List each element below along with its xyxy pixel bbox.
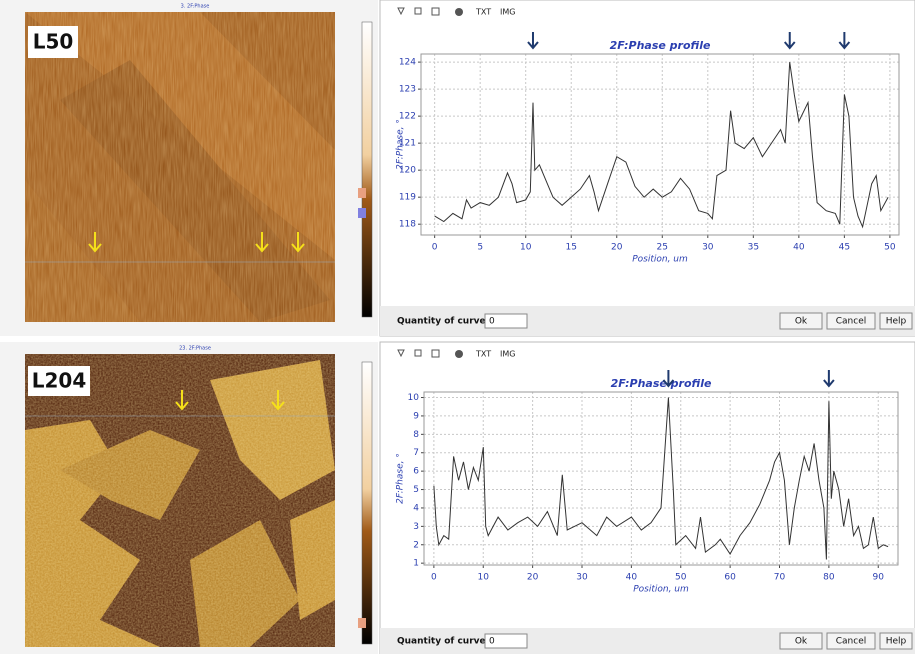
x-tick-label: 40 [626, 573, 638, 583]
toolbar-button[interactable]: TXT [475, 8, 491, 17]
y-tick-label: 6 [413, 467, 419, 477]
settings-icon[interactable] [455, 350, 463, 358]
quantity-value: 0 [489, 637, 495, 647]
x-tick-label: 45 [839, 243, 850, 253]
y-tick-label: 5 [413, 485, 419, 495]
x-axis-label: Position, um [632, 255, 688, 265]
y-tick-label: 8 [413, 430, 419, 440]
x-tick-label: 25 [657, 243, 668, 253]
x-tick-label: 35 [748, 243, 759, 253]
y-tick-label: 4 [413, 503, 419, 513]
y-tick-label: 123 [399, 85, 416, 95]
colorbar-marker [358, 208, 366, 218]
colorbar-marker [358, 188, 366, 198]
afm-panel-bottom: 23. 2F:Phase L204 [0, 342, 378, 654]
chart-title: 2F:Phase profile [611, 377, 712, 390]
colorbar [362, 362, 372, 644]
colorbar [362, 22, 372, 317]
quantity-label: Quantity of curves [397, 637, 491, 647]
x-tick-label: 20 [611, 243, 623, 253]
x-axis-label: Position, um [633, 585, 689, 595]
afm-texture [25, 12, 335, 322]
y-tick-label: 2 [413, 540, 419, 550]
y-tick-label: 9 [413, 411, 419, 421]
colorbar-marker [358, 618, 366, 628]
x-tick-label: 0 [431, 573, 437, 583]
button-label[interactable]: Ok [795, 317, 808, 327]
x-tick-label: 15 [566, 243, 577, 253]
y-tick-label: 119 [399, 193, 416, 203]
afm-texture [25, 354, 335, 647]
sample-label: L204 [32, 369, 87, 393]
x-tick-label: 50 [884, 243, 896, 253]
toolbar-button[interactable]: TXT [475, 350, 491, 359]
image-title: 23. 2F:Phase [179, 346, 211, 352]
y-tick-label: 1 [413, 559, 419, 569]
profile-window: TXT IMG 2F:Phase profile 1 2 3 4 5 6 7 8 9 10 0 10 20 30… [380, 342, 915, 654]
image-title: 3. 2F:Phase [181, 4, 210, 10]
y-axis-label: 2F:Phase, ° [396, 119, 406, 170]
sample-label: L50 [33, 30, 74, 54]
button-label[interactable]: Cancel [836, 637, 867, 647]
y-tick-label: 3 [413, 522, 419, 532]
x-tick-label: 30 [702, 243, 714, 253]
button-label[interactable]: Cancel [836, 317, 867, 327]
settings-icon[interactable] [455, 8, 463, 16]
toolbar-button[interactable]: IMG [500, 8, 515, 17]
button-label[interactable]: Help [886, 317, 907, 327]
x-tick-label: 80 [823, 573, 835, 583]
x-tick-label: 50 [675, 573, 687, 583]
x-tick-label: 5 [477, 243, 483, 253]
x-tick-label: 40 [793, 243, 805, 253]
toolbar-button[interactable]: IMG [500, 350, 515, 359]
y-tick-label: 7 [413, 448, 419, 458]
chart-title: 2F:Phase profile [610, 39, 711, 52]
x-tick-label: 70 [774, 573, 786, 583]
y-tick-label: 124 [399, 58, 416, 68]
button-label[interactable]: Ok [795, 637, 808, 647]
screenshot: 3. 2F:Phase L50 23. 2F:Phase L204 TXTIMG… [0, 0, 915, 654]
y-axis-label: 2F:Phase, ° [396, 453, 406, 504]
x-tick-label: 10 [520, 243, 532, 253]
x-tick-label: 20 [527, 573, 539, 583]
afm-panel-top: 3. 2F:Phase L50 [0, 0, 378, 336]
x-tick-label: 10 [478, 573, 490, 583]
quantity-label: Quantity of curves [397, 317, 491, 327]
x-tick-label: 60 [724, 573, 736, 583]
x-tick-label: 30 [576, 573, 588, 583]
button-label[interactable]: Help [886, 637, 907, 647]
quantity-value: 0 [489, 317, 495, 327]
y-tick-label: 10 [408, 393, 420, 403]
y-tick-label: 118 [399, 220, 416, 230]
x-tick-label: 90 [873, 573, 885, 583]
x-tick-label: 0 [432, 243, 438, 253]
